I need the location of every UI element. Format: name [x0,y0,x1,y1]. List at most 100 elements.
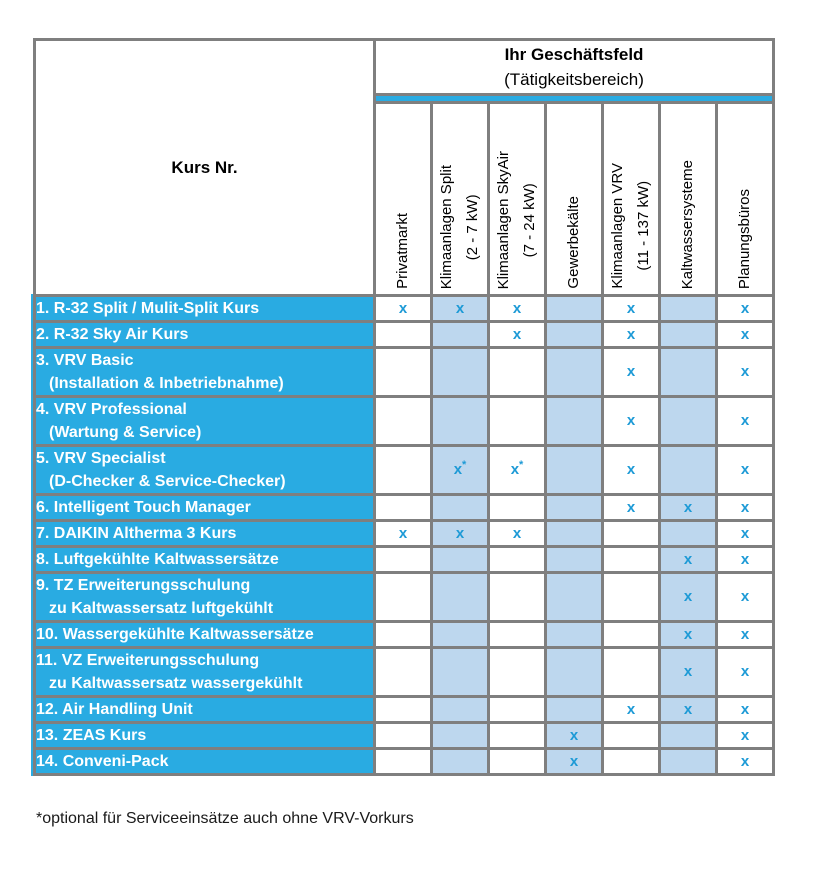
matrix-cell [658,747,718,776]
matrix-cell: x [544,721,604,750]
row-label: 12. Air Handling Unit [32,695,376,726]
row-label-line1: 6. Intelligent Touch Manager [36,499,251,516]
matrix-cell [430,545,490,574]
column-header-label: Klimaanlagen Split (2 - 7 kW) [438,164,481,289]
row-label: 1. R-32 Split / Mulit-Split Kurs [32,294,376,325]
footnote: *optional für Serviceeinsätze auch ohne … [36,810,414,827]
matrix-cell [373,646,433,698]
matrix-cell: x [715,444,775,496]
matrix-cell [487,695,547,724]
matrix-cell [373,346,433,398]
matrix-cell: x [715,493,775,522]
matrix-cell: x [715,721,775,750]
x-mark: x [626,498,636,516]
matrix-cell [430,320,490,349]
row-label-line1: 4. VRV Professional [36,401,187,418]
matrix-cell: x [715,571,775,623]
matrix-cell [544,444,604,496]
x-mark: x [626,299,636,317]
matrix-cell: x [601,493,661,522]
x-mark: x [512,325,522,343]
course-matrix-table: Kurs Nr. Ihr Geschäftsfeld (Tätigkeitsbe… [32,38,775,778]
row-label-line1: 11. VZ Erweiterungsschulung [36,652,260,669]
matrix-cell [430,747,490,776]
table-row: 8. Luftgekühlte Kaltwassersätze x x [32,545,775,576]
matrix-cell: x [601,294,661,323]
corner-header-label: Kurs Nr. [171,157,238,177]
matrix-cell [544,646,604,698]
row-label: 6. Intelligent Touch Manager [32,493,376,524]
matrix-cell [601,519,661,548]
column-header: Gewerbekälte [544,101,604,297]
matrix-cell [373,620,433,649]
column-header: Klimaanlagen SkyAir (7 - 24 kW) [487,101,547,297]
table-row: 2. R-32 Sky Air Kurs x x x [32,320,775,351]
row-label-line1: 8. Luftgekühlte Kaltwassersätze [36,551,279,568]
row-label-line2: (D-Checker & Service-Checker) [49,473,286,490]
group-header-subtitle: (Tätigkeitsbereich) [504,70,644,89]
matrix-cell [373,493,433,522]
matrix-cell [658,519,718,548]
matrix-cell [373,395,433,447]
x-mark: x [626,325,636,343]
x-mark: x [683,663,693,680]
row-label: 3. VRV Basic (Installation & Inbetriebnah… [32,346,376,400]
matrix-cell [487,545,547,574]
matrix-cell [487,571,547,623]
column-header: Klimaanlagen VRV (11 - 137 kW) [601,101,661,297]
matrix-body: 1. R-32 Split / Mulit-Split Kurs x x x x x 2. … [32,294,775,778]
matrix-cell: x [715,545,775,574]
x-mark: x [740,363,750,380]
x-mark: x [569,752,579,770]
x-mark: x [740,412,750,429]
x-mark: x [569,726,579,744]
column-header: Planungsbüros [715,101,775,297]
table-row: 11. VZ Erweiterungsschulung zu Kaltwasser… [32,646,775,700]
matrix-cell: x [715,294,775,323]
table-row: 5. VRV Specialist (D-Checker & Service-Ch… [32,444,775,498]
matrix-cell [430,620,490,649]
matrix-cell [544,395,604,447]
matrix-cell: x [715,747,775,776]
row-label-line1: 9. TZ Erweiterungsschulung [36,577,251,594]
matrix-cell: x [658,695,718,724]
column-header-label: Gewerbekälte [565,196,582,289]
matrix-cell: x [487,519,547,548]
row-label-line2: zu Kaltwassersatz luftgekühlt [49,600,274,617]
matrix-cell: x [487,320,547,349]
row-label-line2: (Wartung & Service) [49,424,202,441]
x-mark: x [683,700,693,718]
row-label-line1: 10. Wassergekühlte Kaltwassersätze [36,626,314,643]
matrix-cell [544,620,604,649]
matrix-cell [658,346,718,398]
column-header: Klimaanlagen Split (2 - 7 kW) [430,101,490,297]
matrix-cell [487,395,547,447]
table-row: 13. ZEAS Kurs x x [32,721,775,752]
matrix-cell [601,571,661,623]
matrix-cell: x [658,545,718,574]
row-label-line1: 1. R-32 Split / Mulit-Split Kurs [36,300,260,317]
x-mark: x [398,524,408,542]
column-header-label: Klimaanlagen VRV (11 - 137 kW) [609,163,652,289]
column-header-label: Privatmarkt [394,213,411,289]
x-mark: x [740,550,750,568]
column-header-label: Klimaanlagen SkyAir (7 - 24 kW) [495,150,538,289]
matrix-cell [487,646,547,698]
matrix-cell: x [715,646,775,698]
x-mark: x [740,299,750,317]
matrix-cell [601,545,661,574]
row-label: 7. DAIKIN Altherma 3 Kurs [32,519,376,550]
x-mark: x [740,663,750,680]
matrix-cell: x [601,395,661,447]
x-mark: x [455,524,465,542]
matrix-cell: x [487,294,547,323]
row-label: 11. VZ Erweiterungsschulung zu Kaltwasser… [32,646,376,700]
matrix-cell [544,320,604,349]
matrix-cell [373,571,433,623]
x-mark: x [683,588,693,605]
matrix-cell [487,747,547,776]
x-mark: x [512,524,522,542]
matrix-cell [373,320,433,349]
row-label-line1: 13. ZEAS Kurs [36,727,147,744]
matrix-cell: x [373,519,433,548]
